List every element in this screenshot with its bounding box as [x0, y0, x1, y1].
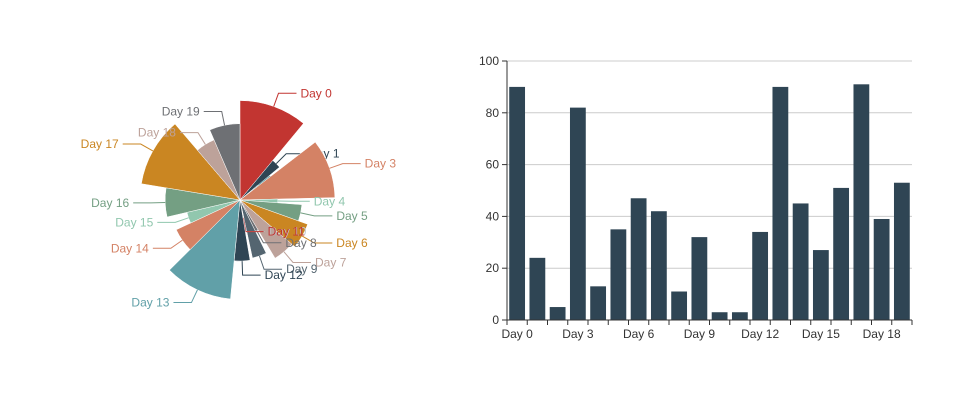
- pie-label-day-11: Day 11: [268, 225, 305, 239]
- pie-label-line-day-9: [258, 255, 283, 270]
- x-tick-label-day-3: Day 3: [562, 327, 594, 341]
- pie-label-day-3: Day 3: [365, 157, 397, 171]
- pie-label-day-8: Day 8: [285, 236, 317, 250]
- bar-chart: 0 20 40 60 80 100 Day 0 Day 3 Day 6 Day 9 Day 12 Da…: [479, 54, 913, 341]
- pie-label-line-day-3: [329, 163, 361, 169]
- y-tick-label: 60: [486, 158, 500, 172]
- pie-label-day-19: Day 19: [162, 105, 200, 119]
- pie-label-line-day-0: [273, 92, 297, 107]
- bar-day-16[interactable]: [833, 187, 850, 320]
- pie-slice-day-17[interactable]: [141, 123, 241, 201]
- bar-day-2[interactable]: [549, 307, 566, 320]
- y-tick-label: 100: [479, 54, 499, 68]
- pie-label-day-13: Day 13: [131, 296, 169, 310]
- pie-label-day-9: Day 9: [286, 262, 318, 276]
- bar-day-11[interactable]: [731, 312, 748, 320]
- bar-day-10[interactable]: [711, 312, 728, 320]
- x-tick-label-day-12: Day 12: [741, 327, 779, 341]
- pie-label-line-day-6: [301, 235, 333, 244]
- pie-label-day-0: Day 0: [300, 86, 332, 100]
- bar-day-13[interactable]: [772, 86, 789, 321]
- pie-label-day-14: Day 14: [111, 241, 149, 255]
- pie-label-day-5: Day 5: [336, 209, 368, 223]
- bar-day-18[interactable]: [873, 218, 890, 320]
- pie-label-line-day-17: [122, 143, 154, 152]
- bar-day-6[interactable]: [630, 198, 647, 320]
- pie-label-day-17: Day 17: [81, 137, 119, 151]
- pie-slice-day-19[interactable]: [209, 123, 241, 201]
- pie-label-day-7: Day 7: [315, 255, 347, 269]
- pie-label-day-16: Day 16: [91, 196, 129, 210]
- pie-label-line-day-18: [179, 132, 206, 145]
- bar-day-17[interactable]: [853, 84, 870, 320]
- pie-label-line-day-13: [173, 289, 198, 304]
- bar-day-14[interactable]: [792, 203, 809, 320]
- bar-day-3[interactable]: [569, 107, 586, 321]
- bar-day-19[interactable]: [893, 182, 910, 320]
- pie-slice-day-13[interactable]: [169, 199, 241, 300]
- pie-slice-day-0[interactable]: [239, 100, 304, 201]
- pie-label-day-15: Day 15: [115, 215, 153, 229]
- pie-label-line-day-7: [283, 251, 312, 263]
- pie-label-day-4: Day 4: [314, 194, 346, 208]
- pie-label-line-day-11: [242, 217, 264, 233]
- bar-day-9[interactable]: [691, 237, 708, 320]
- x-tick-label-day-18: Day 18: [863, 327, 901, 341]
- bar-day-8[interactable]: [671, 291, 688, 320]
- bar-day-15[interactable]: [812, 250, 829, 320]
- pie-label-line-day-5: [300, 212, 333, 217]
- pie-slice-day-6[interactable]: [239, 199, 308, 247]
- bar-day-0[interactable]: [509, 86, 526, 321]
- pie-label-day-10: Day 10: [268, 225, 306, 239]
- bar-day-4[interactable]: [590, 286, 607, 320]
- x-tick-label-day-0: Day 0: [501, 327, 533, 341]
- y-tick-label: 80: [486, 106, 500, 120]
- pie-label-line-day-19: [203, 111, 226, 126]
- pie-label-day-12: Day 12: [265, 268, 303, 282]
- bar-day-5[interactable]: [610, 229, 627, 320]
- pie-label-line-day-8: [256, 230, 282, 244]
- pie-label-line-day-1: [275, 153, 305, 165]
- pie-label-day-18: Day 18: [138, 126, 176, 140]
- bar-day-12[interactable]: [752, 231, 769, 320]
- pie-label-line-day-15: [157, 217, 189, 223]
- bar-day-1[interactable]: [529, 257, 546, 320]
- pie-label-line-day-12: [241, 261, 261, 276]
- pie-label-day-6: Day 6: [336, 236, 368, 250]
- x-tick-label-day-6: Day 6: [623, 327, 655, 341]
- y-tick-label: 40: [486, 209, 500, 223]
- x-tick-label-day-9: Day 9: [684, 327, 716, 341]
- y-tick-label: 20: [486, 261, 500, 275]
- x-tick-label-day-15: Day 15: [802, 327, 840, 341]
- bar-day-7[interactable]: [650, 211, 667, 320]
- pie-label-line-day-14: [152, 239, 183, 249]
- y-tick-label: 0: [492, 313, 499, 327]
